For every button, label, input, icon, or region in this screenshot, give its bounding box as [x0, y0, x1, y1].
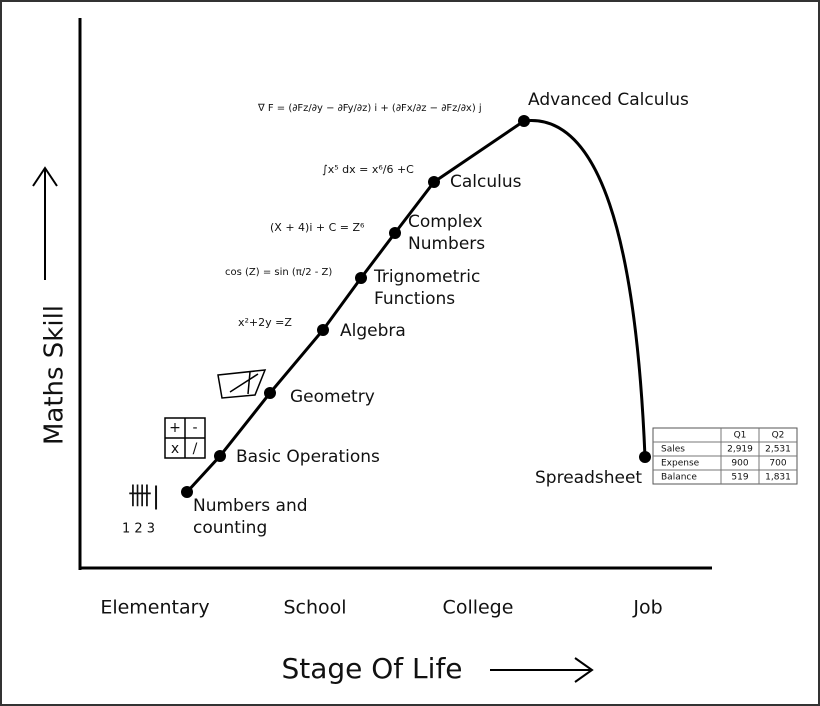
point: [518, 115, 530, 127]
formula: ∇ F = (∂Fz/∂y − ∂Fy/∂z) i + (∂Fx/∂z − ∂F…: [257, 103, 482, 114]
table-cell: 2,531: [765, 445, 791, 455]
point: [214, 450, 226, 462]
stage-label: Job: [632, 597, 662, 619]
table-cell: 519: [731, 473, 748, 483]
formula: (X + 4)i + C = Z⁶: [270, 221, 365, 234]
node-label: Functions: [374, 289, 455, 309]
point: [181, 486, 193, 498]
arrows: [32, 166, 594, 683]
node-label: Advanced Calculus: [528, 90, 689, 110]
formula: x²+2y =Z: [238, 316, 292, 329]
op: /: [193, 441, 198, 457]
table-cell: Q1: [734, 431, 747, 441]
table-cell: Balance: [661, 473, 697, 483]
node-label: Complex: [408, 212, 483, 232]
node-label: Basic Operations: [236, 447, 380, 467]
node-label: Trignometric: [373, 267, 480, 287]
op: +: [169, 420, 181, 436]
stage-label: School: [283, 597, 346, 619]
y-axis-title: Maths Skill: [40, 305, 70, 445]
formula: ∫x⁵ dx = x⁶/6 +C: [322, 163, 414, 176]
stage-label: College: [443, 597, 514, 619]
table-cell: 2,919: [727, 445, 753, 455]
node-label: Algebra: [340, 321, 406, 341]
counting: 1 2 3: [122, 522, 155, 537]
point: [639, 451, 651, 463]
point: [264, 387, 276, 399]
point: [355, 272, 367, 284]
node-label: Spreadsheet: [535, 468, 642, 488]
node-label: Calculus: [450, 172, 522, 192]
point: [317, 324, 329, 336]
node-label: counting: [193, 518, 267, 538]
table-cell: 900: [731, 459, 748, 469]
table-cell: Sales: [661, 445, 685, 455]
stage-label: Elementary: [100, 597, 209, 619]
tally: 卌|: [128, 482, 160, 510]
formula: cos (Z) = sin (π/2 - Z): [225, 267, 332, 278]
table-cell: Q2: [772, 431, 785, 441]
y-arrow: [32, 166, 58, 280]
geometry-icon: [217, 369, 267, 399]
point: [428, 176, 440, 188]
op: x: [171, 441, 179, 457]
table-cell: 1,831: [765, 473, 791, 483]
x-axis-title: Stage Of Life: [281, 652, 462, 685]
ops-grid-lines: [165, 418, 205, 458]
table-cell: 700: [769, 459, 786, 469]
node-label: Geometry: [290, 387, 375, 407]
x-arrow: [490, 657, 594, 683]
table-cell: Expense: [661, 459, 700, 469]
point: [389, 227, 401, 239]
op: -: [192, 420, 197, 436]
node-label: Numbers: [408, 234, 485, 254]
axes: [78, 18, 712, 570]
node-label: Numbers and: [193, 496, 308, 516]
